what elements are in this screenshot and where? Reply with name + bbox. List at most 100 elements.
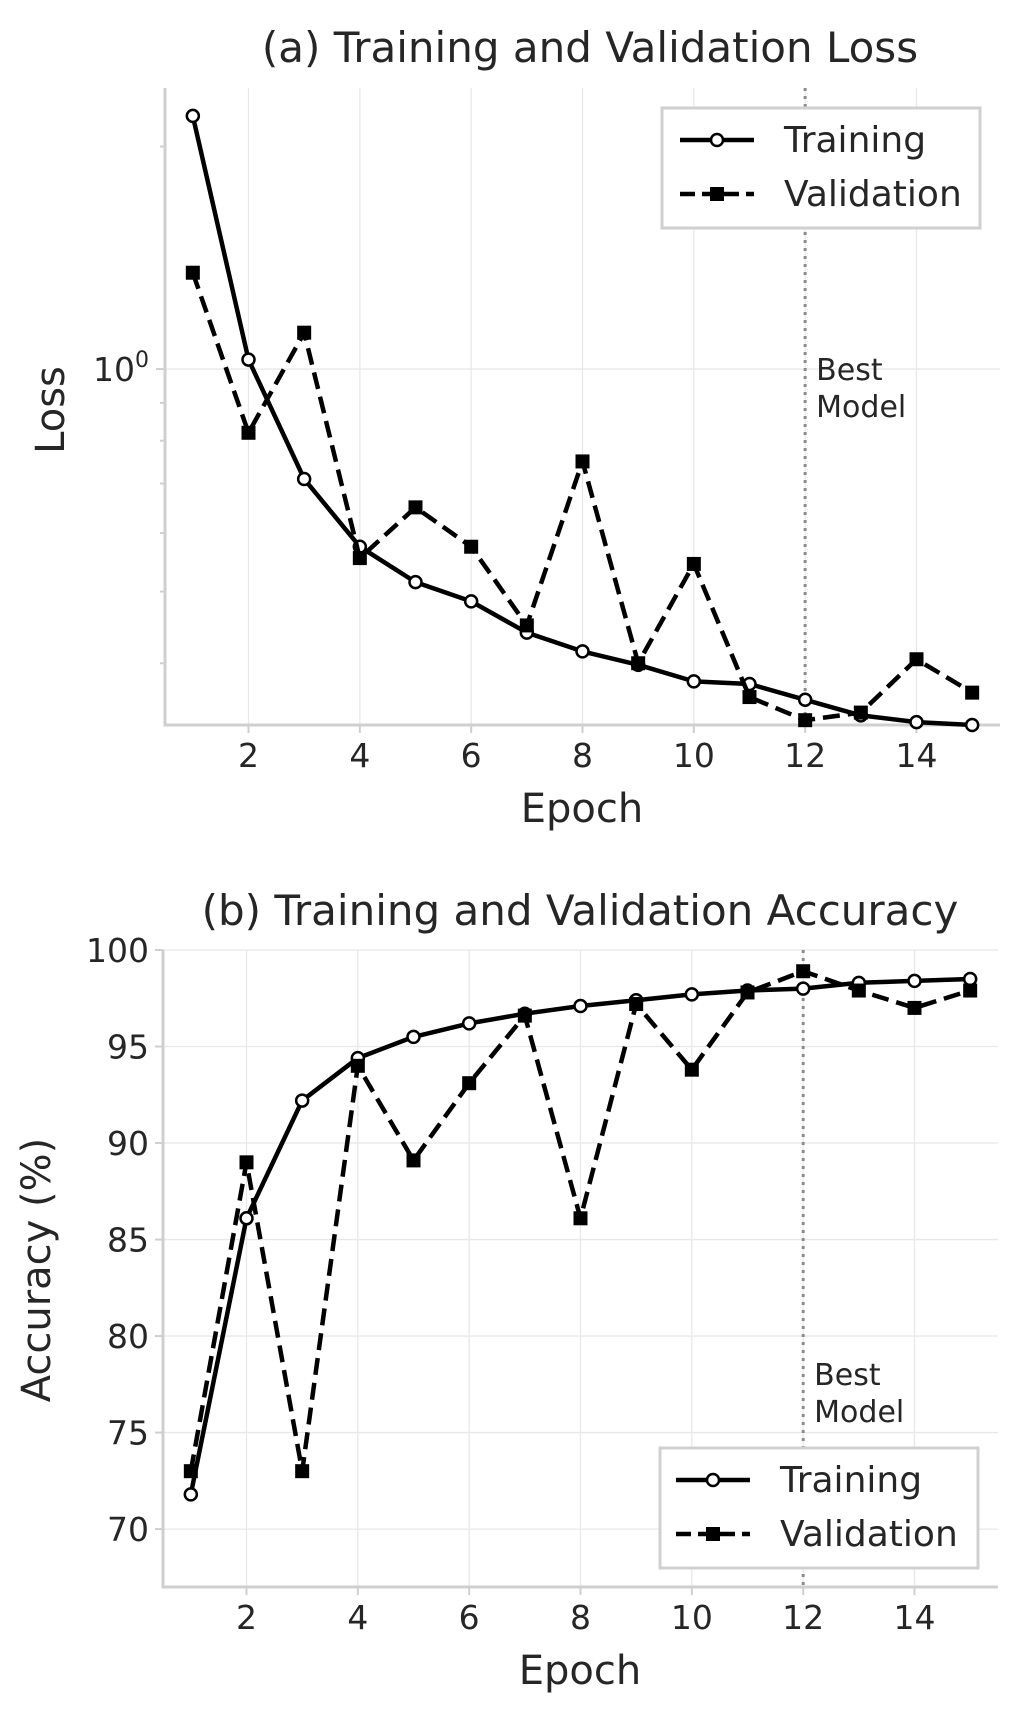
accuracy-y-ticks: 70 75 80 85 90 95 100 (86, 931, 163, 1549)
data-point-validation-7 (519, 618, 534, 633)
data-point-validation-8 (575, 454, 590, 469)
data-point-validation-3 (297, 325, 312, 340)
x-tick-label: 6 (459, 1598, 480, 1637)
accuracy-x-ticks: 2 4 6 8 10 12 14 (236, 1587, 936, 1637)
y-tick-label: 80 (107, 1317, 149, 1356)
data-point-validation-10 (686, 556, 701, 571)
data-point-training-3 (294, 1093, 310, 1108)
data-point-training-14 (907, 973, 922, 989)
legend-marker-validation (710, 187, 724, 201)
data-point-validation-9 (629, 997, 644, 1012)
data-point-validation-2 (241, 425, 256, 440)
y-tick-label: 90 (107, 1124, 149, 1163)
accuracy-y-axis-label: Accuracy (%) (14, 1138, 60, 1403)
y-tick-label: 70 (107, 1510, 149, 1549)
y-tick-label: 95 (107, 1028, 149, 1067)
data-point-validation-13 (851, 983, 866, 998)
data-point-training-12 (797, 692, 813, 708)
data-point-training-2 (241, 352, 256, 367)
x-tick-label: 8 (570, 1598, 591, 1637)
accuracy-axes-spines (161, 950, 998, 1589)
x-tick-label: 10 (671, 1598, 713, 1637)
data-point-validation-4 (350, 1058, 365, 1073)
panel-loss: (a) Training and Validation Loss BestMod… (28, 23, 1000, 832)
best-model-label-line-1: Best (814, 1358, 881, 1393)
x-tick-label: 12 (782, 1598, 824, 1637)
data-point-training-6 (463, 594, 479, 609)
data-point-validation-8 (573, 1211, 588, 1226)
x-tick-label: 14 (894, 1598, 936, 1637)
accuracy-x-axis-label: Epoch (519, 1648, 641, 1694)
data-point-validation-5 (408, 500, 423, 515)
data-point-validation-14 (909, 652, 924, 667)
data-point-training-8 (573, 998, 588, 1014)
data-point-validation-12 (798, 713, 813, 728)
data-point-training-5 (406, 1029, 421, 1045)
loss-y-axis-label: Loss (28, 366, 74, 454)
accuracy-legend-box (658, 1446, 980, 1570)
best-model-label-line-2: Model (814, 1395, 904, 1430)
data-point-validation-11 (742, 690, 757, 705)
x-tick-label: 2 (238, 736, 259, 775)
data-point-validation-15 (963, 983, 978, 998)
x-tick-label: 4 (347, 1598, 368, 1637)
loss-legend-box (660, 106, 982, 230)
x-tick-label: 4 (349, 736, 370, 775)
data-point-validation-1 (185, 265, 200, 280)
data-point-validation-7 (517, 1008, 532, 1023)
loss-x-ticks: 2 4 6 8 10 12 14 (238, 725, 938, 775)
data-point-training-10 (684, 987, 700, 1002)
data-point-training-1 (183, 1487, 199, 1502)
loss-x-axis-label: Epoch (521, 786, 643, 832)
data-point-validation-6 (464, 539, 479, 554)
best-model-label-line-2: Model (816, 390, 906, 425)
data-point-validation-15 (965, 685, 980, 700)
legend-label-training: Training (779, 1460, 922, 1501)
data-point-training-10 (686, 674, 702, 689)
y-tick-label: 85 (107, 1221, 149, 1260)
data-point-training-12 (795, 981, 811, 996)
accuracy-series-group (183, 964, 978, 1502)
x-tick-label: 6 (461, 736, 482, 775)
y-tick-label: 75 (107, 1414, 149, 1453)
loss-series-group (185, 108, 980, 733)
data-point-validation-1 (183, 1464, 198, 1479)
panel-accuracy: (b) Training and Validation Accuracy Bes… (14, 886, 998, 1694)
x-tick-label: 12 (784, 736, 826, 775)
accuracy-legend: Training Validation (658, 1446, 980, 1570)
loss-legend: Training Validation (660, 106, 982, 230)
legend-marker-validation (706, 1527, 720, 1541)
best-model-label-line-1: Best (816, 353, 883, 388)
x-tick-label: 10 (673, 736, 715, 775)
data-point-validation-4 (352, 551, 367, 566)
data-point-validation-6 (462, 1076, 477, 1091)
data-point-training-1 (185, 108, 201, 124)
legend-label-validation: Validation (784, 174, 962, 215)
data-point-training-2 (239, 1211, 254, 1226)
data-point-validation-5 (406, 1153, 421, 1168)
data-point-validation-2 (239, 1155, 254, 1170)
legend-marker-training (705, 1472, 721, 1488)
data-point-training-15 (964, 717, 980, 733)
x-tick-label: 2 (236, 1598, 257, 1637)
y-tick-exponent: 0 (135, 348, 149, 373)
data-point-training-5 (408, 574, 423, 590)
x-tick-label: 14 (896, 736, 938, 775)
data-point-validation-11 (740, 985, 755, 1000)
y-tick-label: 100 (93, 348, 149, 389)
data-point-validation-13 (853, 705, 868, 720)
data-point-validation-10 (684, 1062, 699, 1077)
data-point-training-15 (962, 971, 978, 987)
legend-marker-training (709, 132, 725, 148)
data-point-training-3 (296, 471, 312, 487)
data-point-validation-14 (907, 1000, 922, 1015)
x-tick-label: 8 (572, 736, 593, 775)
data-point-training-6 (461, 1016, 477, 1031)
data-point-validation-3 (295, 1464, 310, 1479)
data-point-training-14 (909, 714, 924, 730)
data-point-validation-9 (631, 656, 646, 671)
y-tick-base: 10 (93, 350, 135, 389)
data-point-validation-12 (796, 964, 811, 979)
